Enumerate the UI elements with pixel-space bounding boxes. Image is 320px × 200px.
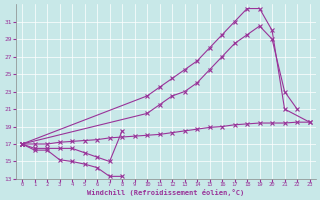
X-axis label: Windchill (Refroidissement éolien,°C): Windchill (Refroidissement éolien,°C)	[87, 189, 244, 196]
